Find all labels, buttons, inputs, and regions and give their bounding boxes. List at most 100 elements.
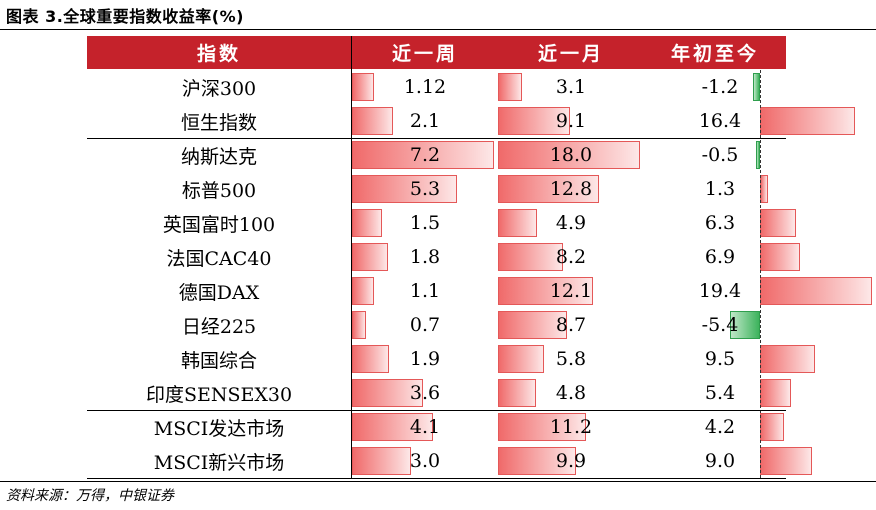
ytd-cell: 9.0	[644, 444, 812, 478]
week-cell: 1.9	[352, 342, 498, 376]
ytd-bar	[756, 141, 760, 169]
index-name: 印度SENSEX30	[145, 383, 293, 406]
ytd-bar	[760, 243, 800, 271]
month-value: 9.9	[555, 450, 587, 472]
month-bar	[498, 311, 567, 339]
index-name: 沪深300	[181, 77, 257, 100]
ytd-bar	[760, 379, 792, 407]
ytd-bar	[760, 107, 855, 135]
index-name: 英国富时100	[162, 213, 276, 236]
week-bar	[352, 73, 375, 101]
week-value: 5.3	[409, 178, 441, 200]
month-value: 8.7	[555, 314, 587, 336]
table-row: 标普500 5.3 12.8 1.3	[87, 172, 786, 206]
header-ytd: 年初至今	[644, 36, 786, 69]
month-value: 4.8	[555, 382, 587, 404]
week-bar	[352, 277, 374, 305]
ytd-value: 16.4	[698, 110, 742, 132]
month-value: 4.9	[555, 212, 587, 234]
source-divider	[0, 481, 876, 482]
index-name: MSCI发达市场	[153, 417, 285, 440]
week-value: 1.1	[409, 280, 441, 302]
title-divider	[0, 29, 876, 30]
month-bar	[498, 345, 544, 373]
ytd-cell: 19.4	[644, 274, 872, 308]
index-name: 法国CAC40	[166, 247, 272, 270]
index-name: 韩国综合	[180, 349, 257, 372]
table-row: MSCI发达市场 4.1 11.2 4.2	[87, 410, 786, 444]
table-row: MSCI新兴市场 3.0 9.9 9.0	[87, 444, 812, 478]
week-value: 1.9	[409, 348, 441, 370]
month-cell: 12.1	[498, 274, 644, 308]
month-value: 3.1	[555, 76, 587, 98]
month-cell: 9.9	[498, 444, 644, 478]
month-value: 11.2	[549, 416, 593, 438]
ytd-bar	[760, 175, 768, 203]
month-bar	[498, 277, 594, 305]
month-cell: 4.9	[498, 206, 644, 240]
month-cell: 4.8	[498, 376, 644, 410]
week-bar	[352, 345, 390, 373]
index-name: 恒生指数	[180, 111, 257, 134]
week-value: 3.0	[409, 450, 441, 472]
ytd-value: 19.4	[698, 280, 742, 302]
week-cell: 3.6	[352, 376, 498, 410]
group-divider	[87, 138, 786, 139]
index-name: 日经225	[181, 315, 257, 338]
header-month: 近一月	[498, 36, 644, 69]
ytd-value: 9.5	[704, 348, 736, 370]
table-row: 日经225 0.7 8.7 -5.4	[87, 308, 786, 342]
week-value: 0.7	[409, 314, 441, 336]
week-value: 7.2	[409, 144, 441, 166]
source-note: 资料来源：万得，中银证券	[6, 488, 174, 504]
ytd-cell: 1.3	[644, 172, 786, 206]
month-bar	[498, 175, 599, 203]
month-cell: 8.7	[498, 308, 644, 342]
week-value: 1.8	[409, 246, 441, 268]
group-divider	[87, 410, 786, 411]
week-bar	[352, 243, 388, 271]
ytd-value: 6.9	[704, 246, 736, 268]
table-row: 英国富时100 1.5 4.9 6.3	[87, 206, 797, 240]
week-cell: 2.1	[352, 104, 498, 138]
month-bar	[498, 447, 577, 475]
ytd-cell: 9.5	[644, 342, 815, 376]
index-name: 德国DAX	[178, 281, 260, 304]
header-week: 近一周	[352, 36, 498, 69]
figure-title: 图表 3.全球重要指数收益率(%)	[6, 7, 244, 26]
week-cell: 1.12	[352, 70, 498, 104]
month-cell: 8.2	[498, 240, 644, 274]
ytd-bar	[760, 277, 872, 305]
ytd-cell: -5.4	[644, 308, 786, 342]
month-cell: 18.0	[498, 138, 644, 172]
column-separator	[351, 36, 352, 478]
ytd-value: -0.5	[701, 144, 739, 166]
ytd-cell: 6.3	[644, 206, 797, 240]
ytd-bar	[730, 311, 760, 339]
ytd-zero-line	[760, 70, 761, 478]
week-value: 2.1	[409, 110, 441, 132]
ytd-bar	[753, 73, 760, 101]
week-cell: 3.0	[352, 444, 498, 478]
ytd-bar	[760, 209, 797, 237]
week-bar	[352, 107, 394, 135]
ytd-cell: 16.4	[644, 104, 855, 138]
ytd-value: 1.3	[704, 178, 736, 200]
ytd-cell: 5.4	[644, 376, 792, 410]
ytd-value: 9.0	[704, 450, 736, 472]
ytd-value: -5.4	[701, 314, 739, 336]
ytd-bar	[760, 345, 815, 373]
month-bar	[498, 141, 640, 169]
month-value: 12.1	[549, 280, 593, 302]
ytd-bar	[760, 413, 785, 441]
table-bottom-rule	[87, 478, 786, 479]
week-cell: 1.5	[352, 206, 498, 240]
ytd-cell: 4.2	[644, 410, 786, 444]
month-value: 18.0	[549, 144, 593, 166]
index-name: 标普500	[181, 179, 257, 202]
month-bar	[498, 209, 537, 237]
week-value: 1.12	[403, 76, 447, 98]
month-bar	[498, 243, 563, 271]
ytd-cell: -1.2	[644, 70, 786, 104]
month-cell: 9.1	[498, 104, 644, 138]
